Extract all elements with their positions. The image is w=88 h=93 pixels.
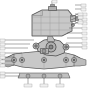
- Circle shape: [43, 59, 45, 61]
- Circle shape: [42, 57, 46, 62]
- Polygon shape: [8, 51, 80, 69]
- Bar: [50, 4, 54, 6]
- Bar: [81, 8, 86, 11]
- Circle shape: [20, 57, 24, 62]
- Bar: [75, 16, 78, 20]
- Polygon shape: [2, 54, 14, 67]
- Bar: [0, 64, 5, 66]
- Bar: [82, 21, 87, 24]
- Bar: [70, 15, 75, 21]
- Bar: [0, 46, 5, 49]
- Bar: [78, 16, 83, 19]
- Bar: [82, 17, 87, 20]
- Bar: [82, 12, 87, 16]
- Bar: [56, 84, 64, 87]
- Bar: [40, 84, 48, 87]
- Polygon shape: [32, 10, 72, 36]
- Circle shape: [49, 45, 53, 49]
- Circle shape: [26, 74, 30, 78]
- Circle shape: [65, 46, 67, 48]
- Circle shape: [12, 57, 17, 62]
- Circle shape: [33, 43, 39, 49]
- Bar: [78, 12, 83, 16]
- Bar: [0, 74, 5, 77]
- Circle shape: [71, 57, 76, 62]
- Bar: [82, 36, 87, 40]
- Bar: [52, 0, 57, 3]
- Bar: [40, 48, 48, 53]
- Circle shape: [65, 59, 67, 61]
- Bar: [78, 20, 83, 24]
- Circle shape: [35, 45, 37, 47]
- Circle shape: [42, 74, 46, 78]
- Circle shape: [58, 74, 62, 78]
- Circle shape: [46, 42, 56, 52]
- Bar: [82, 41, 87, 44]
- Circle shape: [64, 57, 68, 62]
- Bar: [48, 6, 56, 10]
- Circle shape: [13, 59, 15, 61]
- Circle shape: [21, 59, 23, 61]
- Polygon shape: [47, 36, 55, 42]
- Bar: [82, 32, 87, 35]
- Polygon shape: [36, 39, 66, 56]
- Circle shape: [71, 24, 75, 27]
- Bar: [81, 4, 86, 7]
- Polygon shape: [74, 55, 86, 66]
- Bar: [0, 52, 5, 54]
- Circle shape: [63, 44, 69, 50]
- Circle shape: [73, 59, 75, 61]
- Bar: [82, 45, 87, 49]
- Bar: [0, 39, 5, 41]
- Polygon shape: [18, 73, 70, 78]
- Bar: [82, 27, 87, 29]
- Circle shape: [42, 49, 46, 53]
- Bar: [0, 72, 5, 74]
- Bar: [0, 43, 5, 45]
- Bar: [0, 56, 5, 58]
- Bar: [0, 60, 5, 62]
- Bar: [24, 84, 32, 87]
